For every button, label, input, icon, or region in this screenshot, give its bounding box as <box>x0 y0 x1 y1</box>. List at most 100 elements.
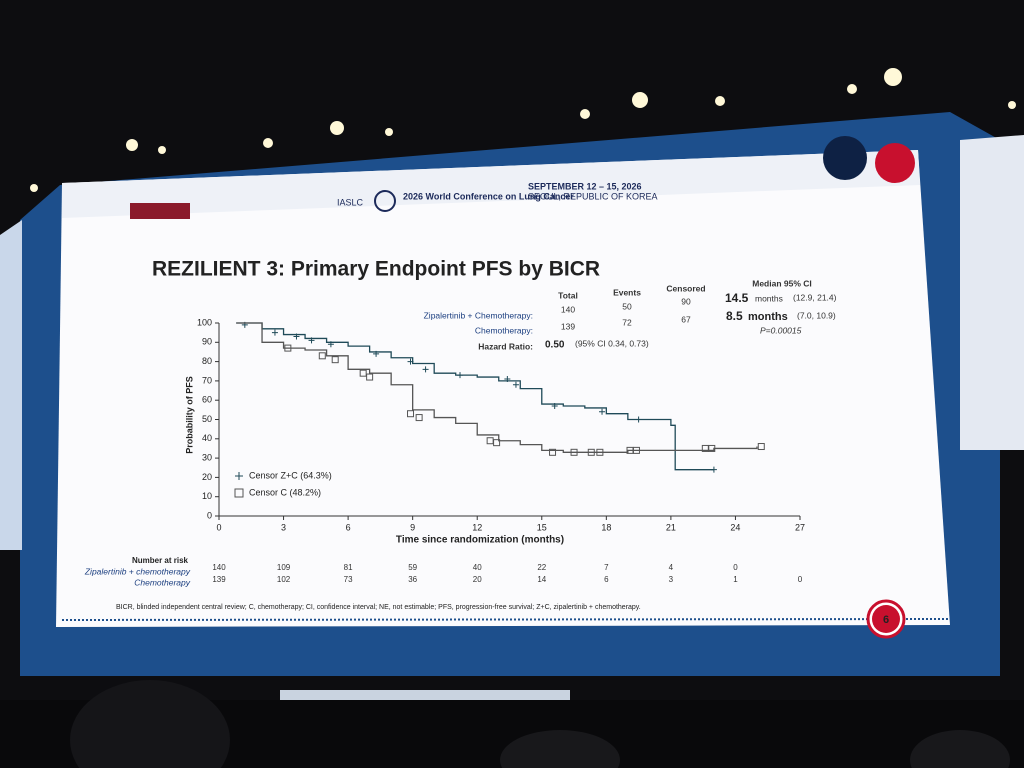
y-tick-label: 70 <box>202 375 212 385</box>
footnote: BICR, blinded independent central review… <box>116 604 641 611</box>
censor-mark <box>407 358 414 365</box>
risk-value: 109 <box>277 563 291 572</box>
x-tick-label: 15 <box>537 522 547 532</box>
p-value: P=0.00015 <box>760 325 802 335</box>
y-tick-label: 90 <box>202 337 212 347</box>
conference: 2026 World Conference on Lung Cancer <box>403 191 574 201</box>
censored: 67 <box>681 314 691 324</box>
x-axis-label: Time since randomization (months) <box>396 535 564 546</box>
legend-marker <box>234 488 244 498</box>
survival-curve <box>236 322 758 453</box>
censor-mark <box>551 402 558 409</box>
x-tick-label: 24 <box>730 522 740 532</box>
page-number: 6 <box>883 614 889 626</box>
ci: (7.0, 10.9) <box>797 310 836 320</box>
hr-ci: (95% CI 0.34, 0.73) <box>575 338 649 348</box>
risk-value: 40 <box>473 563 482 572</box>
risk-value: 4 <box>669 563 674 572</box>
censor-mark <box>504 375 511 382</box>
censor-mark <box>549 448 557 456</box>
censor-mark <box>599 408 606 415</box>
y-tick-label: 20 <box>202 472 212 482</box>
censor-mark <box>284 344 292 352</box>
median-unit: months <box>755 293 783 303</box>
decor <box>823 136 867 180</box>
audience-head <box>70 680 230 768</box>
x-tick-label: 9 <box>410 522 415 532</box>
risk-value: 6 <box>604 575 609 584</box>
survival-curve <box>236 322 714 471</box>
risk-label: Chemotherapy <box>134 577 191 587</box>
slide-header <box>62 150 920 218</box>
censor-mark <box>635 416 642 423</box>
median: 8.5 <box>726 309 743 323</box>
dates: SEPTEMBER 12 – 15, 2026 <box>528 181 642 191</box>
risk-value: 0 <box>798 575 803 584</box>
x-tick-label: 3 <box>281 522 286 532</box>
row-label: Chemotherapy: <box>475 325 533 335</box>
hr-label: Hazard Ratio: <box>478 341 533 351</box>
legend-marker <box>235 472 243 480</box>
x-tick-label: 12 <box>472 522 482 532</box>
risk-value: 73 <box>344 575 353 584</box>
censor-mark <box>708 444 716 452</box>
risk-value: 81 <box>344 563 353 572</box>
y-tick-label: 30 <box>202 452 212 462</box>
logo <box>374 190 396 212</box>
stats-header: Events <box>613 287 641 297</box>
page-badge <box>872 605 900 633</box>
audience-head <box>910 730 1010 768</box>
risk-value: 3 <box>669 575 674 584</box>
censor-mark <box>331 356 339 364</box>
censor-mark <box>373 350 380 357</box>
y-tick-label: 100 <box>197 317 212 327</box>
y-tick-label: 0 <box>207 510 212 520</box>
org: IASLC <box>337 197 364 207</box>
row-label: Zipalertinib + Chemotherapy: <box>424 310 533 320</box>
x-tick-label: 18 <box>601 522 611 532</box>
median-unit: months <box>748 311 788 323</box>
decor <box>130 203 190 219</box>
y-tick-label: 60 <box>202 395 212 405</box>
censor-mark <box>570 448 578 456</box>
ci: (12.9, 21.4) <box>793 292 837 302</box>
slide-title: REZILIENT 3: Primary Endpoint PFS by BIC… <box>152 258 600 281</box>
stats-header: Censored <box>666 283 705 293</box>
censor-mark <box>710 466 717 473</box>
audience-head <box>500 730 620 768</box>
stats-header: Median 95% CI <box>752 278 812 288</box>
median: 14.5 <box>725 291 749 305</box>
censor-mark <box>366 373 374 381</box>
censor-mark <box>308 337 315 344</box>
risk-value: 139 <box>212 575 226 584</box>
y-tick-label: 40 <box>202 433 212 443</box>
total: 139 <box>561 321 575 331</box>
hr-value: 0.50 <box>545 340 565 351</box>
risk-value: 36 <box>408 575 417 584</box>
censor-mark <box>318 352 326 360</box>
legend-label: Censor C (48.2%) <box>249 487 321 497</box>
censor-mark <box>271 329 278 336</box>
censor-mark <box>407 410 415 418</box>
risk-value: 1 <box>733 575 738 584</box>
censor-mark <box>757 443 765 451</box>
censored: 90 <box>681 296 691 306</box>
y-tick-label: 50 <box>202 414 212 424</box>
risk-value: 59 <box>408 563 417 572</box>
censor-mark <box>359 369 367 377</box>
censor-mark <box>493 439 501 447</box>
risk-title: Number at risk <box>132 556 189 565</box>
total: 140 <box>561 304 575 314</box>
censor-mark <box>587 448 595 456</box>
censor-mark <box>293 333 300 340</box>
risk-label: Zipalertinib + chemotherapy <box>84 566 191 576</box>
side-screen <box>0 220 22 550</box>
risk-value: 140 <box>212 563 226 572</box>
censor-mark <box>415 414 423 422</box>
x-tick-label: 0 <box>216 522 221 532</box>
x-tick-label: 6 <box>346 522 351 532</box>
censor-mark <box>422 366 429 373</box>
